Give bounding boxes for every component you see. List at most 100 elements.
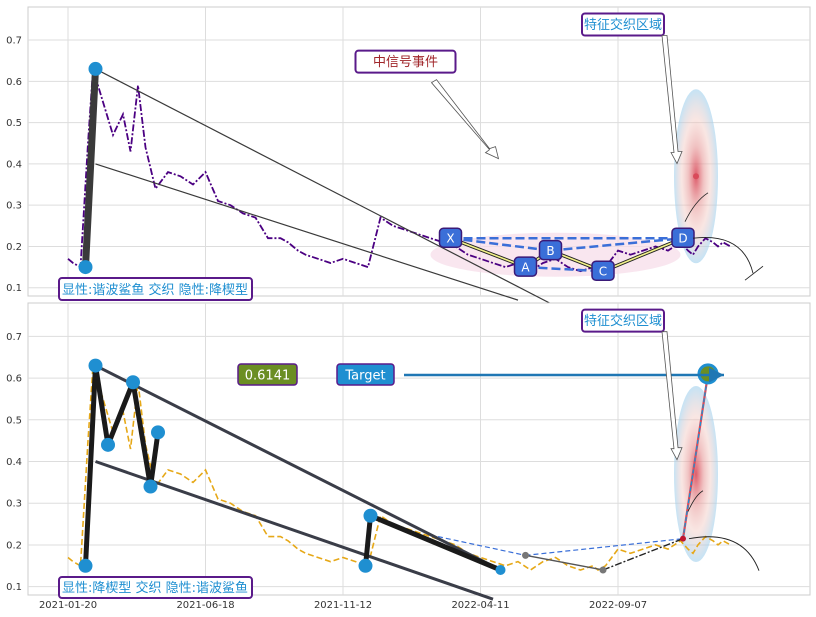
top-series: [67, 68, 731, 273]
zigzag-leg: [368, 513, 503, 573]
projection-point: [680, 535, 686, 542]
trendline: [95, 163, 519, 301]
x-tick-label: 2021-06-18: [176, 600, 234, 611]
zigzag-leg: [148, 429, 161, 490]
zigzag-leg: [363, 513, 373, 569]
y-tick-label: 0.6: [6, 77, 22, 88]
bottom-projection: [437, 363, 760, 574]
x-tick-label: 2021-11-12: [314, 600, 372, 611]
target-badge: [336, 363, 395, 386]
trendline: [94, 364, 502, 572]
y-tick-label: 0.1: [6, 283, 22, 294]
pattern-name-label: 显性:降楔型 交织 隐性:谐波鲨鱼: [62, 580, 248, 596]
projection-arc-cap: [744, 265, 764, 281]
trendline: [95, 460, 494, 601]
pattern-point-box: [538, 239, 563, 261]
target-label: Target: [344, 369, 385, 384]
projection-target-line: [682, 373, 709, 539]
projection-line: [602, 538, 684, 571]
feature-zone-box: [581, 12, 665, 37]
top-pattern: X A B C D: [438, 192, 764, 281]
feature-zone-label: 特征交织区域: [584, 17, 662, 33]
bottom-x-ticks: 2021-01-20 2021-06-18 2021-11-12 2022-04-11…: [39, 600, 647, 611]
y-tick-label: 0.4: [6, 457, 22, 468]
trendline: [95, 68, 569, 314]
feature-zone-arrow: [661, 331, 683, 461]
signal-event-label: 中信号事件: [373, 55, 438, 70]
projection-point: [599, 566, 607, 574]
x-tick-label: 2022-04-11: [451, 600, 509, 611]
x-tick-label: 2022-09-07: [589, 600, 647, 611]
zigzag-point: [143, 479, 158, 494]
target-zone-ellipse: [674, 386, 718, 563]
bottom-panel: 0.1 0.2 0.3 0.4 0.5 0.6 0.7 2021-01-20 2021-06-…: [6, 302, 811, 611]
top-panel: 0.1 0.2 0.3 0.4 0.5 0.6 0.7 X A B C D 中信号事件 特征交织区域显…: [6, 6, 811, 314]
zigzag-point: [101, 437, 115, 452]
projection-arc: [688, 536, 760, 571]
y-tick-label: 0.6: [6, 374, 22, 385]
target-value-label: 0.6141: [245, 369, 291, 384]
zigzag-leg: [93, 363, 111, 448]
projection-line: [525, 554, 604, 571]
bottom-zigzag: [78, 358, 506, 575]
pattern-point-box: [591, 260, 615, 281]
y-tick-label: 0.3: [6, 499, 22, 510]
y-tick-label: 0.7: [6, 332, 22, 343]
zigzag-point: [88, 358, 103, 373]
pattern-point-label: C: [599, 265, 607, 279]
zigzag-point: [363, 508, 378, 523]
zigzag-point: [495, 564, 506, 575]
zone-curve: [687, 490, 704, 512]
top-trendlines: [78, 61, 569, 314]
pattern-point-label: A: [521, 261, 530, 275]
zone-curve: [684, 192, 709, 222]
y-tick-label: 0.4: [6, 159, 22, 170]
pattern-leg: [450, 237, 526, 268]
y-tick-label: 0.2: [6, 242, 22, 253]
feature-zone-arrow: [661, 35, 683, 165]
bottom-y-ticks: 0.1 0.2 0.3 0.4 0.5 0.6 0.7: [6, 332, 22, 593]
y-tick-label: 0.5: [6, 415, 22, 426]
projection-line: [525, 538, 684, 556]
zigzag-point: [126, 375, 140, 390]
pattern-point-label: D: [678, 232, 687, 246]
pattern-name-box: [58, 277, 253, 301]
pattern-name-label: 显性:谐波鲨鱼 交织 隐性:降楔型: [62, 282, 248, 298]
projection-line: [437, 536, 526, 556]
zigzag-leg: [105, 379, 136, 448]
bottom-overlay: [674, 386, 718, 563]
feature-zone-box: [581, 308, 665, 333]
y-tick-label: 0.7: [6, 36, 22, 47]
zigzag-point: [78, 558, 93, 573]
projection-point: [522, 551, 529, 559]
signal-event-box: [354, 49, 457, 74]
target-value-badge: [237, 363, 298, 386]
price-series-line: [67, 68, 731, 273]
y-tick-label: 0.1: [6, 582, 22, 593]
y-tick-label: 0.2: [6, 540, 22, 551]
zigzag-point: [151, 425, 165, 440]
pattern-point-label: X: [446, 232, 454, 246]
signal-event-arrow: [430, 79, 500, 160]
pattern-name-box: [58, 576, 253, 599]
pattern-point-box: [513, 256, 538, 277]
zigzag-leg: [83, 363, 98, 569]
pattern-point-box: [438, 227, 463, 248]
y-tick-label: 0.3: [6, 201, 22, 212]
projection-arc: [692, 237, 754, 274]
pattern-point-label: B: [546, 244, 554, 258]
feature-zone-label: 特征交织区域: [584, 313, 662, 329]
pattern-ratio-line: [550, 236, 684, 252]
top-y-ticks: 0.1 0.2 0.3 0.4 0.5 0.6 0.7: [6, 36, 22, 295]
zigzag-point: [358, 558, 373, 573]
target-zone-center: [693, 173, 699, 180]
pattern-ratio-line: [450, 236, 551, 252]
pivot-leg: [82, 65, 99, 271]
pivot-point: [78, 260, 93, 275]
y-tick-label: 0.5: [6, 118, 22, 129]
x-tick-label: 2021-01-20: [39, 600, 97, 611]
pattern-leg: [602, 237, 684, 272]
